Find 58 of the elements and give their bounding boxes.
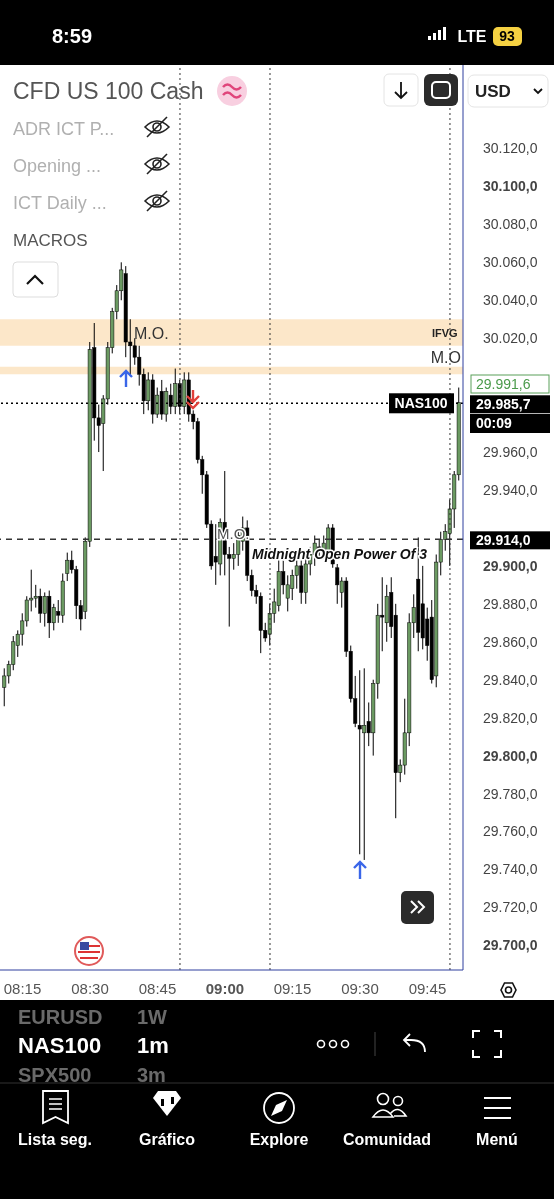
text: USD — [475, 82, 511, 101]
annotation: IFVG — [432, 327, 458, 339]
y-tick-label: 29.720,0 — [483, 899, 538, 916]
x-tick-label: 09:45 — [408, 980, 447, 997]
y-tick-label: 30.120,0 — [483, 140, 538, 157]
y-tick-label: 30.100,0 — [483, 178, 538, 195]
text: EURUSD — [18, 1006, 103, 1028]
x-tick-label: 09:15 — [273, 980, 312, 997]
y-tick-label: 29.860,0 — [483, 633, 538, 650]
candlestick — [335, 563, 340, 605]
x-tick-label: 09:30 — [341, 980, 379, 997]
text: 00:09 — [476, 415, 513, 431]
text: LTE — [457, 28, 487, 45]
candlestick — [65, 552, 70, 582]
x-tick-label: 08:45 — [138, 980, 177, 997]
y-tick-label: 29.780,0 — [483, 785, 538, 802]
text: 8:59 — [51, 25, 93, 47]
annotation: Opening ... — [13, 156, 102, 176]
text: Lista seg. — [18, 1131, 92, 1148]
y-tick-label: 29.900,0 — [483, 557, 538, 574]
text: 3m — [137, 1064, 166, 1086]
ref-line-label: 29.985,7 — [476, 396, 531, 413]
text: 1W — [137, 1006, 168, 1028]
band-label: M.O. — [134, 324, 169, 342]
text: CFD US 100 Cash — [13, 78, 204, 104]
annotation: NAS100 — [394, 395, 448, 412]
y-tick-label: 29.880,0 — [483, 595, 538, 612]
text: 29.991,6 — [476, 376, 531, 392]
y-tick-label: 29.820,0 — [483, 709, 538, 726]
annotation: ADR ICT P... — [13, 119, 115, 139]
y-tick-label: 29.800,0 — [483, 747, 538, 764]
text: SPX500 — [18, 1064, 92, 1086]
text: Comunidad — [343, 1131, 431, 1148]
y-tick-label: 29.700,0 — [483, 937, 538, 954]
text: NAS100 — [18, 1033, 102, 1058]
y-tick-label: 29.760,0 — [483, 823, 538, 840]
y-tick-label: 30.020,0 — [483, 330, 538, 347]
x-tick-label: 08:15 — [3, 980, 42, 997]
candlestick — [357, 669, 362, 855]
text: 1m — [137, 1033, 169, 1058]
y-tick-label: 30.060,0 — [483, 254, 538, 271]
annotation: ICT Daily ... — [13, 193, 107, 213]
y-tick-label: 29.740,0 — [483, 861, 538, 878]
y-tick-label: 30.080,0 — [483, 216, 538, 233]
text: Explore — [249, 1131, 309, 1148]
ref-line-label: 29.914,0 — [476, 532, 531, 549]
x-tick-label: 09:00 — [205, 980, 245, 997]
annotation: MACROS — [13, 231, 88, 250]
x-tick-label: 08:30 — [71, 980, 109, 997]
text: Gráfico — [138, 1131, 196, 1148]
y-tick-label: 29.940,0 — [483, 481, 538, 498]
y-tick-label: 29.960,0 — [483, 444, 538, 461]
text: 93 — [499, 28, 515, 44]
y-tick-label: 29.840,0 — [483, 671, 538, 688]
text: Menú — [476, 1131, 518, 1148]
y-tick-label: 30.040,0 — [483, 292, 538, 309]
band-label: M.O — [430, 348, 461, 366]
annotation: M.O. — [216, 525, 250, 543]
